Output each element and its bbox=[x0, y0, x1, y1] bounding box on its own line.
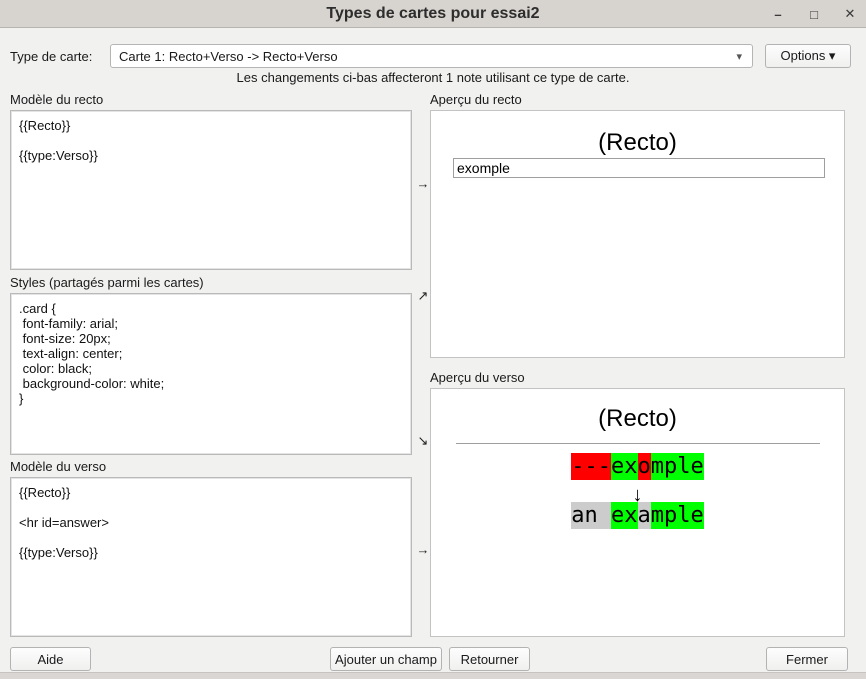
close-icon[interactable]: ✕ bbox=[844, 6, 856, 21]
window-title: Types de cartes pour essai2 bbox=[326, 4, 540, 22]
correct-answer-row: an example bbox=[431, 502, 844, 530]
typed-segment: o bbox=[637, 453, 651, 480]
card-type-value: Carte 1: Recto+Verso -> Recto+Verso bbox=[119, 48, 338, 64]
window-bottom-edge bbox=[0, 672, 866, 679]
card-type-combobox[interactable]: Carte 1: Recto+Verso -> Recto+Verso ▾ bbox=[110, 44, 753, 68]
flip-button[interactable]: Retourner bbox=[449, 647, 530, 671]
back-preview-label: Aperçu du verso bbox=[430, 370, 525, 385]
arrow-front-icon: → bbox=[416, 176, 430, 191]
back-preview-panel: (Recto) ---exomple ↓ an example bbox=[430, 388, 845, 637]
card-type-label: Type de carte: bbox=[10, 49, 93, 64]
typed-segment: ex bbox=[611, 453, 638, 480]
options-button[interactable]: Options ▾ bbox=[765, 44, 851, 68]
styles-label: Styles (partagés parmi les cartes) bbox=[10, 275, 204, 290]
help-button[interactable]: Aide bbox=[10, 647, 91, 671]
arrow-down-icon: ↓ bbox=[632, 484, 643, 506]
arrow-back-icon: → bbox=[416, 542, 430, 557]
arrow-styles-back-icon: ↘ bbox=[417, 433, 429, 448]
front-preview-label: Aperçu du recto bbox=[430, 92, 522, 107]
answer-segment: a bbox=[637, 502, 651, 529]
add-field-button[interactable]: Ajouter un champ bbox=[330, 647, 442, 671]
back-preview-card-text: (Recto) bbox=[598, 405, 677, 432]
titlebar: Types de cartes pour essai2 – □ ✕ bbox=[0, 0, 866, 28]
answer-segment: ex bbox=[611, 502, 638, 529]
typed-segment: --- bbox=[571, 453, 611, 480]
arrow-styles-front-icon: ↗ bbox=[417, 288, 429, 303]
front-template-label: Modèle du recto bbox=[10, 92, 104, 107]
back-template-editor[interactable]: {{Recto}} <hr id=answer> {{type:Verso}} bbox=[10, 477, 412, 637]
back-template-label: Modèle du verso bbox=[10, 459, 107, 474]
styles-editor[interactable]: .card { font-family: arial; font-size: 2… bbox=[10, 293, 412, 455]
window-controls: – □ ✕ bbox=[770, 0, 858, 28]
close-button[interactable]: Fermer bbox=[766, 647, 848, 671]
minimize-icon[interactable]: – bbox=[774, 6, 782, 22]
front-preview-panel: (Recto) bbox=[430, 110, 845, 358]
maximize-icon[interactable]: □ bbox=[810, 6, 818, 22]
answer-segment: mple bbox=[650, 502, 704, 529]
typed-segment: mple bbox=[650, 453, 704, 480]
front-preview-card-text: (Recto) bbox=[598, 129, 677, 156]
front-template-editor[interactable]: {{Recto}} {{type:Verso}} bbox=[10, 110, 412, 270]
type-answer-input[interactable] bbox=[453, 158, 825, 178]
answer-segment: an bbox=[571, 502, 611, 529]
answer-divider bbox=[456, 443, 820, 444]
notice-text: Les changements ci-bas affecteront 1 not… bbox=[236, 70, 630, 85]
typed-answer-row: ---exomple bbox=[431, 453, 844, 481]
chevron-down-icon: ▾ bbox=[736, 51, 742, 63]
